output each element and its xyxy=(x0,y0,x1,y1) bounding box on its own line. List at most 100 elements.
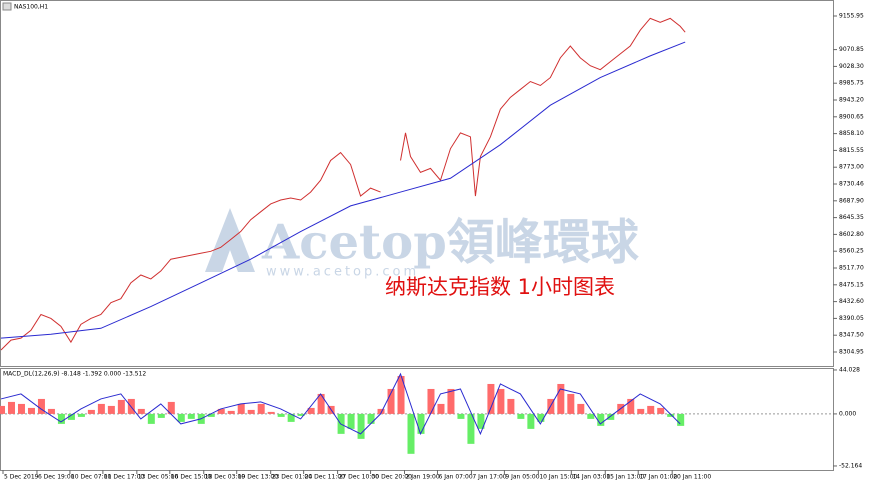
histogram-bar xyxy=(557,383,565,414)
histogram-bar xyxy=(147,413,155,424)
y-tick-label: 8900.65 xyxy=(839,113,864,120)
x-tick-label: 18 Dec 03:00 xyxy=(205,474,246,481)
histogram-bar xyxy=(157,413,165,418)
histogram-bar xyxy=(527,413,535,429)
histogram-bar xyxy=(237,403,245,414)
y-tick-label: 8602.80 xyxy=(839,231,864,238)
histogram-bar xyxy=(447,388,455,414)
watermark-url: www.acetop.com xyxy=(266,265,419,280)
y-tick-label: 8858.10 xyxy=(839,130,864,137)
x-tick-label: 10 Dec 07:00 xyxy=(71,474,112,481)
line xyxy=(400,17,686,197)
histogram-bar xyxy=(167,401,175,414)
x-tick-label: 24 Dec 11:00 xyxy=(305,474,346,481)
histogram-bar xyxy=(487,383,495,414)
y-tick-label: 8347.50 xyxy=(839,332,864,339)
histogram-bar xyxy=(257,403,265,414)
line xyxy=(0,151,381,351)
histogram-bar xyxy=(137,408,145,414)
histogram-bar xyxy=(427,388,435,414)
histogram-bar xyxy=(107,405,115,414)
x-tick-label: 2 Jan 19:00 xyxy=(406,474,440,481)
x-tick-label: 20 Jan 11:00 xyxy=(673,474,711,481)
histogram-bar xyxy=(637,408,645,414)
histogram-bar xyxy=(437,403,445,414)
symbol-icon xyxy=(2,2,12,11)
histogram-bar xyxy=(17,403,25,414)
y-tick-label: 9070.85 xyxy=(839,46,864,53)
histogram-bar xyxy=(247,409,255,414)
x-tick-label: 17 Jan 01:00 xyxy=(639,474,677,481)
y-tick-label: 8943.20 xyxy=(839,97,864,104)
x-tick-label: 30 Dec 20:00 xyxy=(372,474,413,481)
y-tick-label: 9155.95 xyxy=(839,13,864,20)
histogram-bar xyxy=(627,398,635,414)
line xyxy=(0,41,686,339)
histogram-bar xyxy=(207,413,215,417)
histogram-bar xyxy=(77,413,85,417)
histogram-bar xyxy=(267,411,275,414)
histogram-bar xyxy=(677,413,685,426)
histogram-bar xyxy=(377,408,385,414)
histogram-bar xyxy=(467,413,475,444)
histogram-bar xyxy=(367,413,375,424)
y-tick-label: 8645.35 xyxy=(839,214,864,221)
histogram-bar xyxy=(317,393,325,414)
y-tick-label: 8815.55 xyxy=(839,147,864,154)
x-tick-label: 15 Jan 13:00 xyxy=(606,474,644,481)
y-tick-label: 8304.95 xyxy=(839,349,864,356)
histogram-bar xyxy=(287,413,295,422)
histogram-bar xyxy=(537,413,545,422)
histogram-bar xyxy=(357,413,365,439)
histogram-bar xyxy=(277,413,285,417)
x-tick-label: 7 Jan 17:00 xyxy=(472,474,506,481)
histogram-bar xyxy=(57,413,65,424)
y-tick-label: 8730.46 xyxy=(839,181,864,188)
x-tick-label: 13 Dec 05:00 xyxy=(138,474,179,481)
y-tick-label: 9028.30 xyxy=(839,63,864,70)
x-tick-label: 14 Jan 03:00 xyxy=(572,474,610,481)
histogram-bar xyxy=(607,413,615,420)
annotation: 纳斯达克指数 1小时图表 xyxy=(385,275,615,299)
x-tick-label: 6 Dec 19:00 xyxy=(38,474,75,481)
x-tick-label: 10 Jan 15:00 xyxy=(539,474,577,481)
histogram-bar xyxy=(497,388,505,414)
histogram-bar xyxy=(587,413,595,419)
histogram-bar xyxy=(407,413,415,454)
histogram-bar xyxy=(347,413,355,429)
histogram-bar xyxy=(507,398,515,414)
histogram-bar xyxy=(457,413,465,419)
y-tick-label: -52.164 xyxy=(839,462,862,469)
histogram-bar xyxy=(87,409,95,414)
histogram-bar xyxy=(37,398,45,414)
y-tick-label: 8517.70 xyxy=(839,265,864,272)
histogram-bar xyxy=(597,413,605,426)
histogram-bar xyxy=(517,413,525,419)
chart-title: NAS100,H1 xyxy=(14,4,48,11)
x-tick-label: 19 Dec 13:00 xyxy=(238,474,279,481)
histogram-bar xyxy=(417,413,425,434)
histogram-bar xyxy=(397,375,405,414)
histogram-bar xyxy=(297,413,305,416)
histogram-bar xyxy=(667,413,675,417)
x-tick-label: 6 Jan 07:00 xyxy=(438,474,472,481)
y-tick-label: 44.028 xyxy=(839,366,860,373)
histogram-bar xyxy=(307,407,315,414)
x-tick-label: 16 Dec 15:00 xyxy=(171,474,212,481)
macd-title: MACD_DL(12,26,9) -8.148 -1.392 0.000 -13… xyxy=(3,371,146,378)
y-tick-label: 8985.75 xyxy=(839,80,864,87)
histogram-bar xyxy=(477,413,485,429)
histogram-bar xyxy=(47,408,55,414)
histogram-bar xyxy=(567,393,575,414)
x-tick-label: 9 Jan 05:00 xyxy=(505,474,539,481)
line xyxy=(0,372,681,436)
histogram-bar xyxy=(97,403,105,414)
y-tick-label: 8390.05 xyxy=(839,315,864,322)
macd-panel xyxy=(0,368,834,471)
price-panel xyxy=(0,0,834,367)
y-tick-label: 8773.00 xyxy=(839,164,864,171)
x-tick-label: 11 Dec 17:00 xyxy=(104,474,145,481)
histogram-bar xyxy=(227,410,235,414)
histogram-bar xyxy=(67,413,75,420)
